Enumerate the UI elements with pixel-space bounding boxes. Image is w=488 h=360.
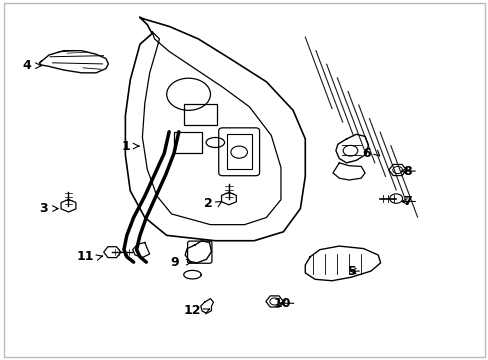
Text: 5: 5 [347,265,356,278]
Text: 9: 9 [170,256,179,269]
Text: 3: 3 [39,202,47,215]
Text: 2: 2 [203,197,212,210]
Text: 10: 10 [273,297,290,310]
Text: 4: 4 [23,59,31,72]
Text: 12: 12 [183,304,201,317]
Text: 11: 11 [76,250,94,263]
Text: 8: 8 [403,165,411,177]
Text: 1: 1 [121,140,130,153]
Text: 7: 7 [403,195,411,208]
Text: 6: 6 [362,147,370,160]
